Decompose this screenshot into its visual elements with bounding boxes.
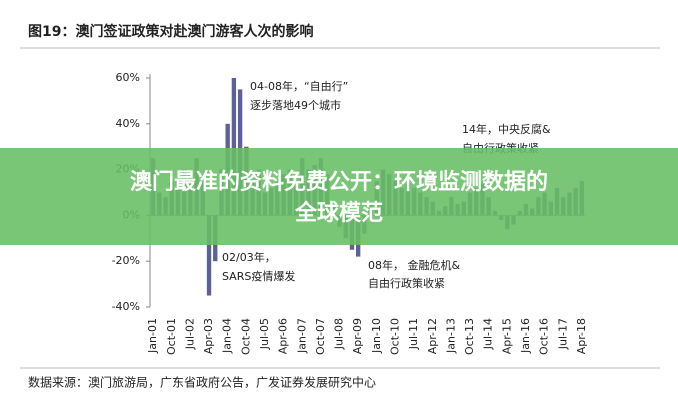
x-tick-label: Oct-07	[314, 318, 327, 355]
x-tick-label: Jan-01	[146, 318, 159, 354]
x-tick-label: Jul-11	[407, 318, 420, 350]
annotation: 08年， 金融危机&	[368, 258, 460, 272]
x-tick-label: Apr-03	[202, 318, 215, 354]
x-tick-label: Jan-07	[295, 318, 308, 354]
bar	[206, 215, 212, 296]
bar	[231, 78, 237, 216]
annotation: 02/03年，	[222, 250, 276, 264]
x-tick-label: Jan-04	[221, 318, 234, 354]
x-tick-label: Jul-17	[556, 318, 569, 350]
annotation: 04-08年，“自由行”	[250, 79, 348, 93]
banner-text: 全球模范	[294, 200, 383, 226]
banner	[0, 148, 678, 245]
x-tick-label: Jul-14	[482, 318, 495, 350]
annotation: SARS疫情爆发	[222, 269, 295, 283]
x-tick-label: Oct-10	[388, 318, 401, 355]
x-tick-label: Jul-08	[333, 318, 346, 350]
y-tick-label: -20%	[112, 254, 140, 267]
x-tick-label: Oct-04	[239, 318, 252, 355]
x-tick-label: Apr-18	[575, 318, 588, 354]
x-tick-label: Oct-13	[463, 318, 476, 355]
x-tick-label: Jul-02	[183, 318, 196, 350]
x-tick-label: Oct-01	[165, 318, 178, 355]
annotation: 自由行政策收紧	[368, 276, 445, 290]
x-tick-label: Oct-16	[538, 318, 551, 355]
chart-title: 图19：澳门签证政策对赴澳门游客人次的影响	[28, 23, 313, 40]
y-tick-label: -40%	[112, 300, 140, 313]
annotations: 04-08年，“自由行” 逐步落地49个城市 14年，中央反腐&自由行政策收紧 02/…	[222, 79, 551, 290]
source: 数据来源：澳门旅游局，广东省政府公告，广发证券发展研究中心	[28, 375, 376, 390]
annotation: 逐步落地49个城市	[250, 98, 341, 112]
annotation: 14年，中央反腐&	[462, 122, 551, 136]
x-tick-label: Apr-06	[277, 318, 290, 354]
x-tick-label: Apr-09	[351, 318, 364, 354]
x-tick-label: Jul-05	[258, 318, 271, 350]
x-tick-label: Jan-13	[444, 318, 457, 354]
x-tick-label: Jan-10	[370, 318, 383, 354]
x-tick-label: Apr-15	[500, 318, 513, 354]
y-tick-label: 40%	[116, 117, 140, 130]
banner-text: 澳门最准的资料免费公开：环境监测数据的	[130, 169, 548, 195]
x-tick-label: Apr-12	[426, 318, 439, 354]
x-tick-label: Jan-16	[519, 318, 532, 354]
y-tick-label: 60%	[116, 71, 140, 84]
